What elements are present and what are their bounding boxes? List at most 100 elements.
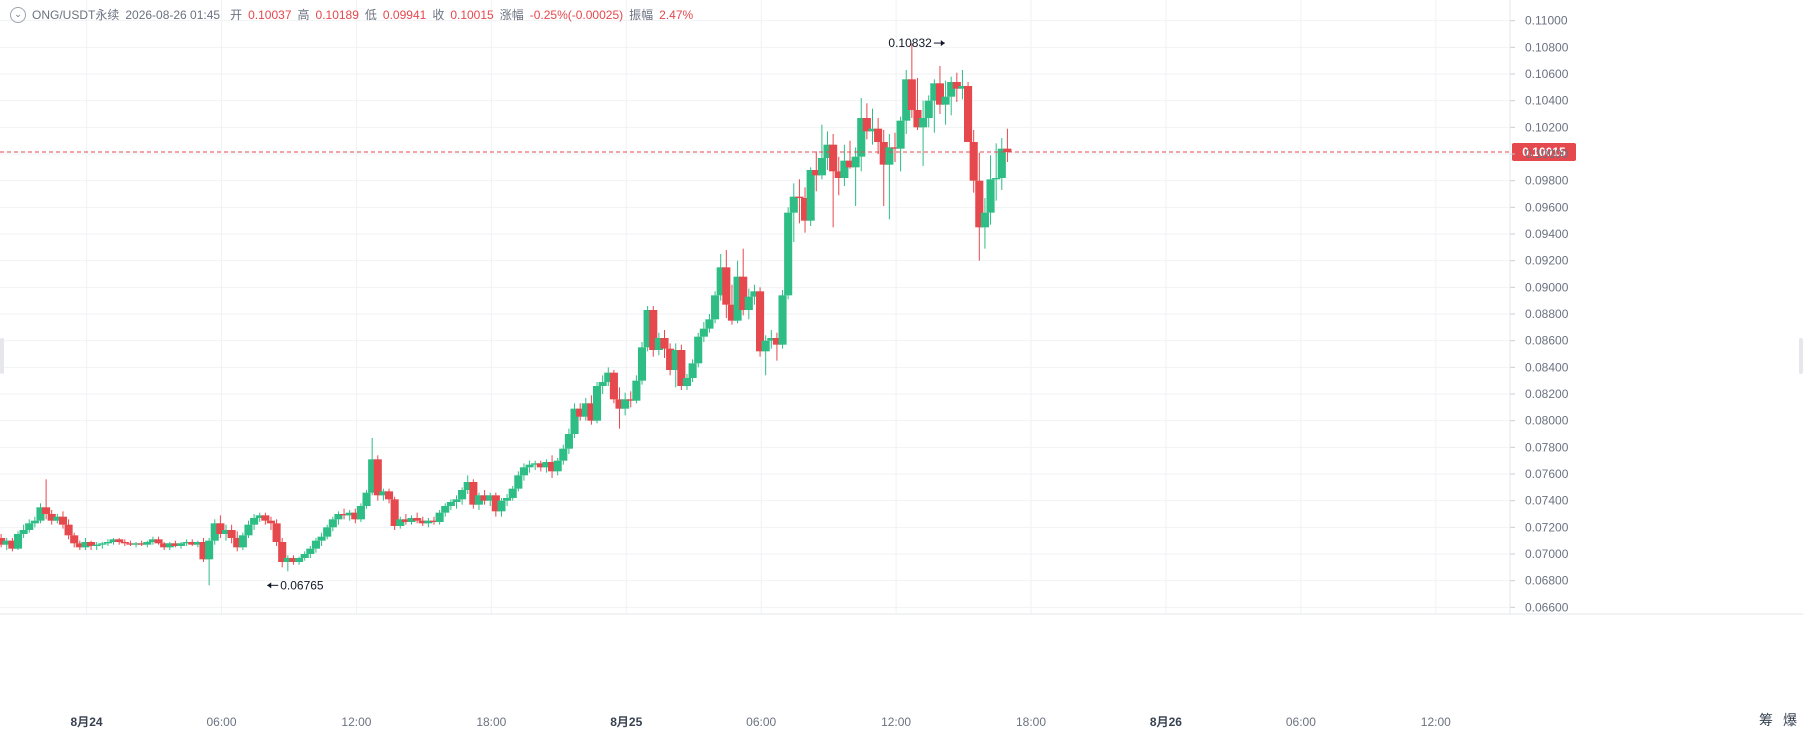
candle-body <box>812 170 821 176</box>
candle-body <box>188 542 197 545</box>
candle-body <box>356 506 365 520</box>
candle-body <box>564 434 573 449</box>
candle-body <box>384 491 394 500</box>
candle-body <box>103 542 112 544</box>
candle-body <box>671 350 680 370</box>
candle-body <box>829 144 838 172</box>
time-tick-label: 18:00 <box>1016 715 1046 729</box>
candles <box>0 43 1012 586</box>
candle-body <box>947 82 956 97</box>
candle-body <box>800 198 810 221</box>
right-scroll-handle[interactable] <box>1799 338 1803 374</box>
candle-body <box>711 295 720 320</box>
candle-body <box>935 83 945 105</box>
candle-body <box>913 110 922 128</box>
candle-body <box>491 495 500 512</box>
candle-body <box>677 350 686 386</box>
candle-body <box>992 178 1001 180</box>
candle-body <box>727 304 736 321</box>
candle-body <box>503 498 512 501</box>
max-marker-arrowhead <box>940 40 945 47</box>
candle-body <box>458 490 467 500</box>
price-tick-label: 0.08200 <box>1525 387 1569 401</box>
price-tick-label: 0.09000 <box>1525 280 1569 294</box>
candle-body <box>879 142 888 165</box>
candle-body <box>559 448 568 461</box>
price-tick-label: 0.10000 <box>1525 147 1569 161</box>
candle-body <box>964 86 973 142</box>
time-tick-label: 18:00 <box>476 715 506 729</box>
candle-body <box>733 276 742 321</box>
candle-body <box>25 523 34 530</box>
candle-body <box>857 118 866 157</box>
candle-body <box>958 86 967 89</box>
candle-body <box>688 363 697 378</box>
candle-body <box>587 403 596 421</box>
candle-body <box>474 495 484 505</box>
amplitude-value: 2.47% <box>659 7 694 22</box>
candle-body <box>300 554 309 558</box>
amplitude-label: 振幅 <box>629 8 654 22</box>
candle-body <box>278 542 287 562</box>
candle-body <box>42 507 51 514</box>
left-scroll-handle[interactable] <box>0 338 4 374</box>
chip-distribution-icon[interactable]: 筹 <box>1759 712 1773 728</box>
min-marker-label: 0.06765 <box>280 578 324 592</box>
time-axis[interactable]: 8月24 06:00 12:00 18:00 8月25 06:00 12:00 18:00 8月… <box>0 613 1803 729</box>
candle-body <box>328 519 337 528</box>
candle-body <box>778 295 787 345</box>
close-label: 收 <box>432 8 445 22</box>
candle-body <box>576 408 585 417</box>
candle-body <box>379 491 388 496</box>
price-axis[interactable]: 0.06600 0.06800 0.07000 0.07200 0.07400 0.076… <box>1509 0 1569 614</box>
candle-body <box>1003 148 1012 152</box>
candle-body <box>210 523 219 541</box>
time-tick-label: 12:00 <box>341 715 371 729</box>
candle-body <box>266 520 276 524</box>
candle-body <box>396 519 405 526</box>
candle-body <box>699 328 708 337</box>
candle-body <box>176 543 186 546</box>
candle-body <box>525 464 534 468</box>
candle-body <box>941 96 950 105</box>
candle-body <box>424 520 433 524</box>
candle-body <box>486 495 495 501</box>
time-tick-label: 06:00 <box>1286 715 1316 729</box>
candle-body <box>413 518 422 521</box>
open-value: 0.10037 <box>248 7 292 22</box>
candle-body <box>705 319 714 329</box>
price-tick-label: 0.06600 <box>1525 600 1569 614</box>
candle-body <box>621 399 630 409</box>
high-value: 0.10189 <box>315 7 359 22</box>
candle-body <box>36 507 45 521</box>
candle-body <box>817 158 826 176</box>
candle-body <box>109 539 118 542</box>
candle-body <box>227 530 236 538</box>
candle-body <box>171 543 180 546</box>
candle-body <box>643 310 652 348</box>
candle-body <box>47 514 56 521</box>
candle-body <box>604 372 613 382</box>
candle-body <box>92 544 101 546</box>
candle-body <box>429 520 439 522</box>
price-tick-label: 0.09600 <box>1525 200 1569 214</box>
price-tick-label: 0.10600 <box>1525 67 1569 81</box>
candle-body <box>148 539 157 542</box>
candle-body <box>795 196 804 198</box>
candle-body <box>154 539 163 544</box>
candle-body <box>739 276 748 310</box>
candle-body <box>0 538 6 545</box>
last-price-label: 0.10015 <box>1522 145 1566 159</box>
candle-body <box>418 520 427 524</box>
liquidation-icon[interactable]: 爆 <box>1783 712 1797 728</box>
candle-body <box>952 82 961 89</box>
price-markers: 0.10015 0.10832 0.06765 <box>0 36 1576 592</box>
candle-body <box>806 170 815 221</box>
candle-body <box>261 515 270 521</box>
chevron-down-icon[interactable]: ⌄ <box>10 6 26 23</box>
candle-body <box>570 408 579 434</box>
candle-body <box>919 118 928 128</box>
candle-body <box>592 386 602 421</box>
